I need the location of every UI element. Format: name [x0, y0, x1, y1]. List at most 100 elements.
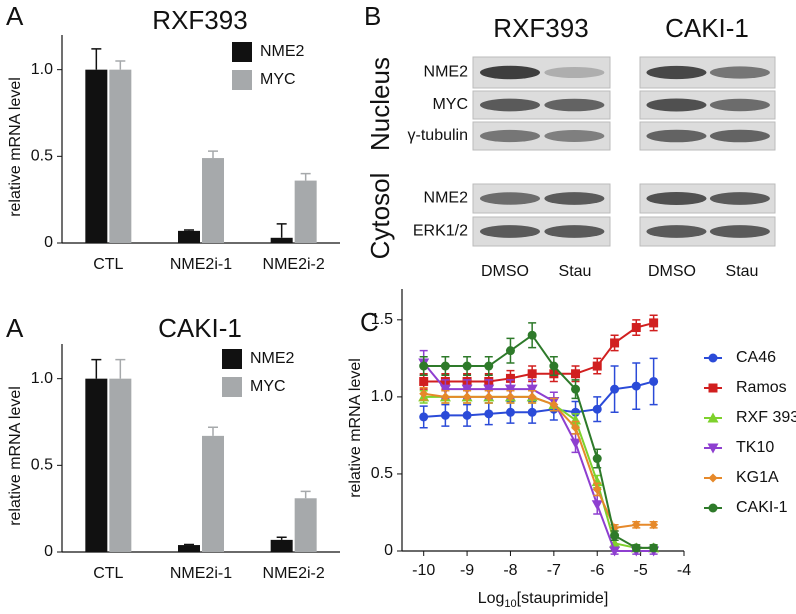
point — [419, 361, 429, 371]
error-bar — [276, 223, 287, 238]
blot-row-label: NME2 — [424, 64, 469, 81]
series-line — [422, 362, 654, 552]
blot-band — [479, 98, 540, 112]
point — [505, 407, 515, 417]
series-line — [423, 395, 654, 549]
error-bar — [300, 172, 311, 181]
x-tick-label: CTL — [93, 565, 123, 582]
point — [419, 412, 429, 422]
legend-label: TK10 — [736, 439, 774, 456]
blot-band — [544, 98, 605, 112]
y-tick-label: 0 — [44, 234, 53, 251]
y-tick-label: 0 — [384, 542, 393, 559]
legend-marker — [707, 443, 719, 454]
point — [649, 376, 659, 386]
x-tick-label: -9 — [460, 562, 474, 579]
legend-label: CAKI-1 — [736, 499, 788, 516]
bar — [270, 539, 293, 552]
blot-band — [479, 65, 540, 80]
point — [592, 404, 602, 414]
bar — [85, 378, 108, 552]
point — [649, 318, 659, 328]
blot-row-label: MYC — [432, 96, 468, 113]
chart-title: CAKI-1 — [158, 313, 242, 343]
legend-swatch — [222, 377, 242, 397]
point — [483, 384, 495, 395]
point — [527, 369, 537, 379]
x-tick-label: -5 — [633, 562, 647, 579]
point — [592, 361, 602, 371]
blot-band — [709, 98, 770, 112]
point — [610, 338, 620, 348]
blot-band — [646, 129, 707, 143]
bar — [109, 69, 132, 244]
legend-label: NME2 — [250, 350, 295, 367]
lane-label: DMSO — [648, 263, 696, 280]
blot-row-label: NME2 — [424, 190, 469, 207]
point — [609, 546, 621, 557]
y-tick-label: 0.5 — [31, 148, 53, 165]
point — [631, 323, 641, 333]
blot-band — [479, 129, 540, 143]
fraction-label: Nucleus — [365, 57, 395, 151]
blot-band — [479, 225, 540, 238]
x-tick-label: -8 — [503, 562, 517, 579]
y-tick-label: 1.0 — [31, 370, 53, 387]
bar — [294, 498, 317, 552]
error-bar — [184, 229, 194, 231]
x-tick-label: NME2i-1 — [170, 256, 232, 273]
y-tick-label: 0.5 — [31, 457, 53, 474]
panel-label: C — [360, 307, 379, 337]
point — [527, 407, 537, 417]
fraction-label: Cytosol — [365, 173, 395, 260]
panel-label: A — [6, 1, 24, 31]
y-tick-label: 1.0 — [371, 388, 393, 405]
blot-band — [544, 192, 605, 205]
x-tick-label: CTL — [93, 256, 123, 273]
error-bar — [91, 48, 102, 70]
blot-band — [544, 225, 605, 238]
point — [505, 392, 515, 402]
x-tick-label: NME2i-2 — [263, 565, 325, 582]
legend-label: Ramos — [736, 379, 787, 396]
point — [439, 384, 451, 395]
point — [549, 400, 559, 410]
y-tick-label: 0.5 — [371, 465, 393, 482]
point — [461, 384, 473, 395]
x-tick-label: -10 — [412, 562, 435, 579]
legend-label: MYC — [250, 378, 286, 395]
blot-band — [709, 66, 770, 79]
x-tick-label: NME2i-1 — [170, 565, 232, 582]
x-tick-label: -4 — [677, 562, 691, 579]
y-axis-label: relative mRNA level — [7, 77, 24, 217]
point — [505, 346, 515, 356]
blot-band — [709, 129, 770, 143]
point — [440, 410, 450, 420]
panel-label: B — [364, 1, 381, 31]
point — [571, 369, 581, 379]
blot-band — [479, 192, 540, 205]
legend-swatch — [222, 349, 242, 369]
legend-label: NME2 — [260, 43, 305, 60]
x-axis-label-part: Log — [478, 590, 505, 607]
y-tick-label: 1.5 — [371, 311, 393, 328]
legend-label: RXF 393 — [736, 409, 796, 426]
chart-title: RXF393 — [152, 5, 247, 35]
blot-row-label: γ-tubulin — [408, 127, 468, 144]
legend-marker — [707, 412, 719, 423]
legend-swatch — [232, 42, 252, 62]
bar — [270, 237, 293, 243]
error-bar — [115, 358, 126, 379]
error-bar — [208, 426, 218, 436]
cell-line: CAKI-1 — [665, 13, 749, 43]
point — [649, 520, 659, 530]
x-tick-label: -6 — [590, 562, 604, 579]
point — [505, 373, 515, 383]
point — [631, 543, 641, 553]
point — [592, 484, 602, 494]
panel-label: A — [6, 313, 24, 343]
error-bar — [208, 150, 218, 159]
blot-band — [646, 98, 707, 112]
point — [527, 392, 537, 402]
